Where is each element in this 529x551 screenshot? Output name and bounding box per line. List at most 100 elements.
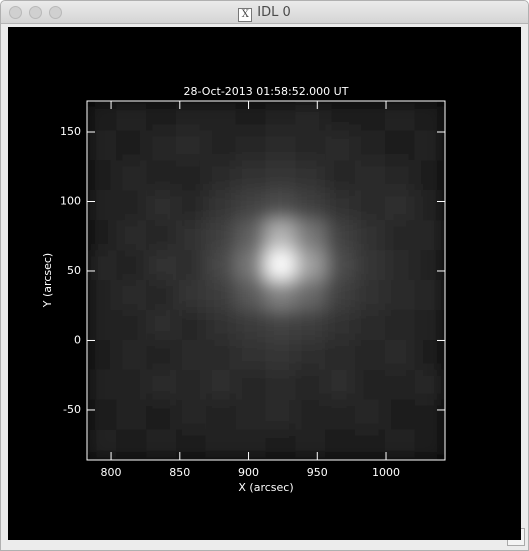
y-tick-label: 0 [74,333,81,346]
image-cell [146,399,177,431]
image-cell [176,339,207,371]
image-cell [265,339,297,371]
close-button[interactable] [9,6,22,19]
image-cell [205,309,237,341]
title-bar: X IDL 0 [1,1,528,24]
y-tick-label: -50 [63,403,81,416]
image-cell [87,309,118,341]
zoom-button[interactable] [49,6,62,19]
image-cell [205,101,237,132]
image-cell [176,250,207,281]
image-cell [384,309,416,341]
image-cell [295,190,327,222]
image-cell [265,399,297,431]
image-cell [87,339,118,371]
image-cell [87,130,118,162]
y-tick-label: 50 [67,264,81,277]
image-cell [414,339,445,371]
image-cell [235,101,267,132]
image-cell [325,369,356,401]
image-cell [265,160,297,192]
image-cell [265,429,297,460]
image-cell [235,160,267,192]
image-cell [176,130,207,162]
x-tick-label: 950 [307,466,328,479]
image-cell [384,369,416,401]
image-cell [414,220,445,252]
image-cell [325,399,356,431]
image-cell [325,160,356,192]
image-cell [325,309,356,341]
image-cell [235,399,267,431]
image-cell [414,399,445,431]
image-cell [414,190,445,222]
x-axis-label: X (arcsec) [238,481,293,494]
image-cell [295,160,327,192]
image-cell [87,101,118,132]
y-axis-label: Y (arcsec) [41,253,54,308]
image-cell [205,160,237,192]
x-tick-label: 1000 [372,466,400,479]
image-cell [146,429,177,460]
image-cell [87,250,118,281]
image-cell [176,369,207,401]
x11-icon: X [238,8,253,22]
image-cell [384,339,416,371]
image-layer [87,101,445,460]
image-cell [355,399,386,431]
image-cell [414,101,445,132]
image-cell [265,220,297,252]
image-cell [384,130,416,162]
image-cell [265,250,297,281]
image-cell [295,369,327,401]
image-cell [414,160,445,192]
image-cell [355,101,386,132]
image-cell [355,339,386,371]
image-cell [265,309,297,341]
window-title: X IDL 0 [1,5,528,22]
image-cell [235,429,267,460]
image-cell [116,339,148,371]
minimize-button[interactable] [29,6,42,19]
image-cell [295,250,327,281]
image-cell [176,220,207,252]
image-cell [116,130,148,162]
image-cell [384,280,416,311]
image-cell [235,339,267,371]
image-cell [355,160,386,192]
image-cell [176,160,207,192]
plot-frame [86,100,446,461]
image-cell [205,399,237,431]
image-cell [87,160,118,192]
image-cell [116,190,148,222]
image-cell [325,220,356,252]
image-cell [116,220,148,252]
image-cell [146,369,177,401]
image-cell [235,369,267,401]
image-cell [325,429,356,460]
image-cell [355,429,386,460]
image-cell [176,309,207,341]
image-cell [87,399,118,431]
image-cell [355,369,386,401]
image-cell [146,220,177,252]
image-cell [87,280,118,311]
image-cell [116,250,148,281]
image-cell [205,429,237,460]
x-tick-label: 800 [101,466,122,479]
image-cell [325,190,356,222]
x-tick-label: 850 [169,466,190,479]
image-cell [235,130,267,162]
image-cell [295,280,327,311]
image-cell [414,280,445,311]
image-cell [295,130,327,162]
image-cell [146,250,177,281]
window-title-text: IDL 0 [257,5,291,20]
image-cell [295,339,327,371]
image-cell [265,101,297,132]
image-cell [235,280,267,311]
image-cell [325,130,356,162]
image-cell [295,101,327,132]
image-cell [384,160,416,192]
image-cell [146,280,177,311]
